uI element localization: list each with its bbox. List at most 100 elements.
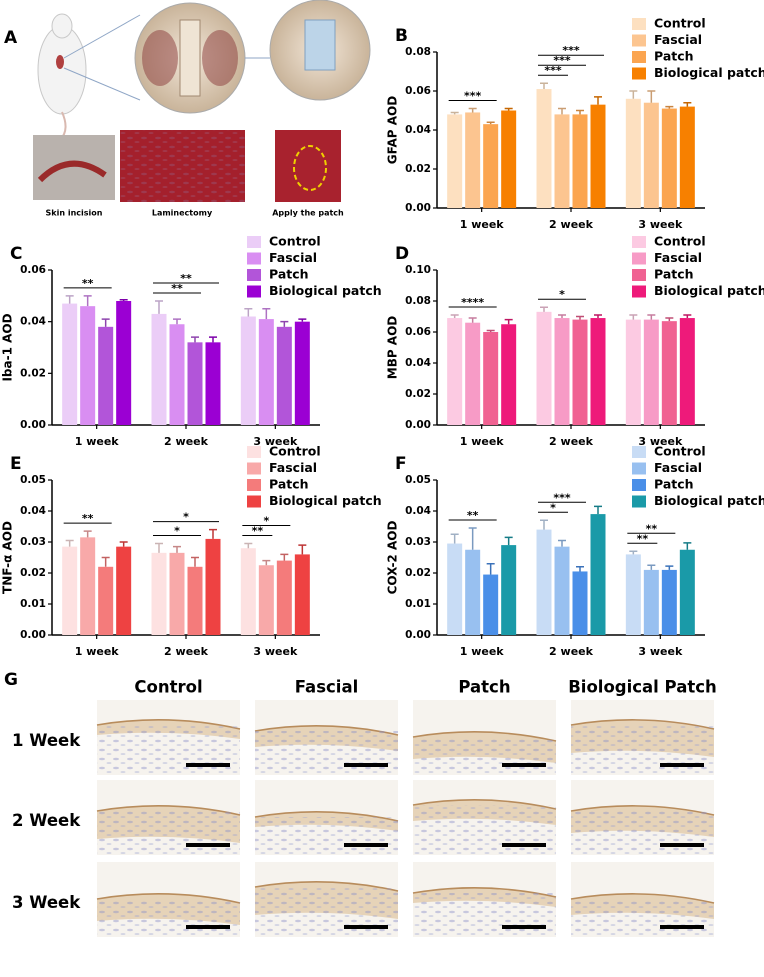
error-bar <box>540 83 548 89</box>
mouse <box>38 26 86 114</box>
y-tick-label: 0.04 <box>20 505 46 517</box>
muscle <box>142 30 178 86</box>
bar <box>98 567 113 635</box>
bar <box>680 107 695 208</box>
y-tick-label: 0.04 <box>405 505 431 517</box>
scale-bar <box>344 925 388 929</box>
error-bar <box>102 558 110 567</box>
y-tick-label: 0.00 <box>405 202 431 214</box>
incision <box>56 55 64 69</box>
scale-bar <box>186 843 230 847</box>
bar <box>277 561 292 635</box>
panel-letter: G <box>4 670 18 690</box>
bar <box>206 342 221 425</box>
y-tick-label: 0.02 <box>20 367 46 379</box>
legend-swatch <box>632 18 646 30</box>
legend-swatch <box>632 446 646 458</box>
error-bar <box>665 318 673 321</box>
cell-texture <box>571 899 714 937</box>
legend-label: Patch <box>269 267 309 282</box>
bar <box>447 114 462 208</box>
bar <box>465 323 480 425</box>
bar <box>62 304 77 425</box>
legend-label: Control <box>269 234 321 249</box>
x-tick-label: 2 week <box>164 645 209 658</box>
photo-texture <box>120 130 245 202</box>
legend-label: Biological patch <box>269 283 382 298</box>
error-bar <box>451 112 459 114</box>
cell-texture <box>413 805 556 855</box>
y-tick-label: 0.06 <box>405 85 431 97</box>
cell-texture <box>413 893 556 937</box>
cell-texture <box>255 887 398 937</box>
bar <box>98 327 113 425</box>
mouse-head <box>52 14 72 38</box>
bar <box>626 320 641 425</box>
legend-swatch <box>632 35 646 47</box>
significance-label: ** <box>180 272 192 285</box>
error-bar <box>209 530 217 539</box>
significance-label: *** <box>553 491 571 504</box>
legend-label: Patch <box>654 49 694 64</box>
bar <box>295 322 310 425</box>
bar <box>62 547 77 635</box>
bar <box>241 317 256 426</box>
error-bar <box>647 315 655 320</box>
error-bar <box>155 301 163 314</box>
significance-label: ** <box>646 522 658 535</box>
scale-bar <box>502 763 546 767</box>
y-axis-label: COX-2 AOD <box>386 521 400 595</box>
row-label: 3 Week <box>12 893 81 912</box>
legend-label: Fascial <box>654 460 702 475</box>
error-bar <box>576 317 584 320</box>
bar <box>662 321 677 425</box>
error-bar <box>244 544 252 549</box>
bar <box>662 109 677 208</box>
bar <box>295 554 310 635</box>
column-header: Patch <box>458 678 510 697</box>
legend-swatch <box>632 479 646 491</box>
step-label: Laminectomy <box>152 209 213 218</box>
error-bar <box>487 122 495 124</box>
error-bar <box>298 545 306 554</box>
legend-label: Control <box>654 234 706 249</box>
bar <box>116 547 131 635</box>
legend-swatch <box>247 236 261 248</box>
legend-swatch <box>632 236 646 248</box>
cell-texture <box>97 899 240 937</box>
legend-label: Fascial <box>654 32 702 47</box>
bar <box>483 575 498 635</box>
bar <box>573 114 588 208</box>
error-bar <box>505 537 513 545</box>
y-tick-label: 0.03 <box>405 536 431 548</box>
bar <box>483 124 498 208</box>
y-tick-label: 0.06 <box>20 264 46 276</box>
error-bar <box>469 318 477 323</box>
bar <box>80 306 95 425</box>
bar <box>501 111 516 209</box>
error-bar <box>102 319 110 327</box>
error-bar <box>280 554 288 560</box>
x-tick-label: 1 week <box>460 645 505 658</box>
bar <box>188 567 203 635</box>
error-bar <box>155 544 163 553</box>
bar <box>680 318 695 425</box>
bar <box>644 570 659 635</box>
legend-label: Biological patch <box>654 493 764 508</box>
error-bar <box>647 91 655 103</box>
panel-letter: A <box>4 28 18 48</box>
error-bar <box>540 307 548 312</box>
bar <box>537 312 552 425</box>
y-tick-label: 0.08 <box>405 46 431 58</box>
error-bar <box>84 531 92 537</box>
error-bar <box>262 561 270 566</box>
legend-label: Control <box>269 444 321 459</box>
y-tick-label: 0.00 <box>20 629 46 641</box>
x-tick-label: 1 week <box>460 435 505 448</box>
error-bar <box>558 315 566 318</box>
y-tick-label: 0.02 <box>20 567 46 579</box>
error-bar <box>469 528 477 550</box>
scale-bar <box>660 843 704 847</box>
